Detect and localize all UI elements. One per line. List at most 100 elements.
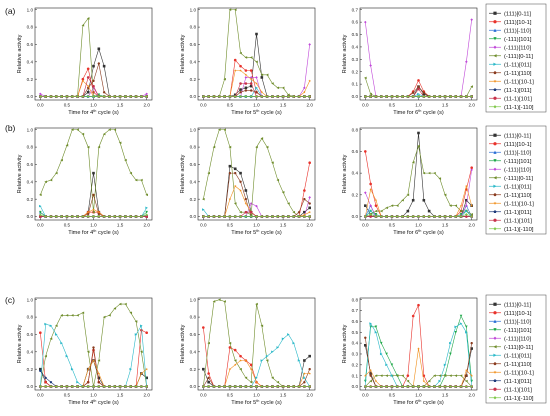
- series-8: [202, 172, 311, 218]
- data-point: [433, 385, 436, 388]
- legend-label: (1-11)[10-1]: [504, 201, 534, 207]
- data-point: [422, 215, 426, 218]
- data-point: [39, 193, 42, 197]
- legend-label: (-111)[110]: [504, 336, 531, 342]
- series-line: [40, 329, 147, 387]
- data-point: [297, 385, 301, 388]
- data-point: [244, 76, 248, 79]
- data-point: [97, 372, 101, 375]
- data-point: [411, 91, 415, 94]
- data-point: [39, 213, 42, 217]
- data-point: [49, 385, 53, 388]
- y-tick-label: 0.6: [27, 162, 34, 167]
- data-point: [244, 95, 248, 98]
- data-point: [108, 385, 111, 388]
- data-point: [390, 204, 394, 207]
- series-2: [364, 150, 473, 218]
- data-point: [113, 307, 117, 310]
- data-point: [70, 314, 74, 317]
- data-point: [140, 178, 143, 182]
- data-point: [217, 385, 221, 388]
- data-point: [411, 95, 415, 98]
- y-tick-label: 0.0: [190, 214, 197, 219]
- legend-marker: [493, 11, 497, 15]
- data-point: [145, 376, 148, 380]
- x-tick-label: 2.0: [143, 393, 150, 398]
- data-point: [459, 314, 463, 318]
- data-point: [81, 79, 85, 82]
- data-point: [292, 341, 296, 345]
- x-tick-label: 1.0: [90, 223, 97, 228]
- legend-item: (111)[-110]: [489, 28, 531, 34]
- data-point: [129, 171, 133, 175]
- data-point: [44, 322, 47, 326]
- data-point: [65, 95, 69, 98]
- legend-marker: [493, 96, 497, 100]
- data-point: [303, 359, 306, 362]
- x-tick-label: 2.0: [468, 393, 475, 398]
- legend-label: (-111)[101]: [504, 328, 532, 334]
- data-point: [271, 350, 274, 354]
- series-12: [39, 385, 148, 388]
- data-point: [303, 198, 306, 201]
- data-point: [395, 374, 399, 377]
- legend-item: (111)[0-11]: [489, 11, 531, 17]
- data-point: [470, 95, 473, 98]
- legend-label: (-111)[0-11]: [504, 345, 533, 351]
- data-point: [395, 385, 399, 388]
- data-point: [260, 137, 264, 140]
- data-point: [287, 385, 290, 388]
- legend-label: (-111)[0-11]: [504, 54, 533, 60]
- legend-item: (111)[0-11]: [489, 133, 531, 139]
- data-point: [255, 82, 258, 85]
- y-tick-label: 0.4: [352, 45, 359, 50]
- data-point: [287, 95, 290, 98]
- data-point: [364, 344, 367, 347]
- data-point: [454, 330, 458, 334]
- data-point: [145, 206, 148, 210]
- legend-marker: [493, 353, 497, 357]
- data-point: [207, 376, 210, 379]
- data-point: [470, 374, 473, 377]
- y-axis-label: Relative activity: [180, 34, 186, 73]
- legend-label: (111)[10-1]: [504, 20, 532, 26]
- data-point: [390, 385, 394, 388]
- data-point: [287, 333, 290, 336]
- series-1: [39, 47, 148, 98]
- x-tick-label: 1.5: [117, 393, 124, 398]
- series-2: [202, 161, 311, 218]
- data-point: [244, 385, 248, 388]
- data-point: [308, 210, 311, 214]
- data-point: [49, 324, 53, 328]
- data-point: [118, 385, 122, 388]
- data-point: [297, 211, 301, 214]
- series-2: [39, 328, 148, 388]
- data-point: [39, 92, 42, 96]
- data-point: [145, 215, 148, 218]
- chart-panel-4: 0.0 0.2 0.4 0.6 0.8 1.0 0.0 0.5 1.0 1.5 2.0 Time fo…: [17, 127, 153, 236]
- data-point: [465, 184, 468, 188]
- data-point: [255, 302, 258, 306]
- data-point: [145, 210, 148, 214]
- legend-item: (111)[-110]: [489, 150, 531, 156]
- data-point: [140, 95, 143, 98]
- data-point: [379, 215, 383, 218]
- chart-panel-8: 0.0 0.2 0.4 0.6 0.8 1.0 0.0 0.5 1.0 1.5 2.0 Time fo…: [180, 297, 316, 406]
- legend-marker: [493, 142, 497, 146]
- data-point: [202, 215, 205, 218]
- data-point: [265, 145, 269, 149]
- data-point: [449, 374, 452, 377]
- x-tick-label: 0.5: [389, 223, 396, 228]
- data-point: [260, 95, 264, 98]
- data-point: [249, 89, 253, 92]
- legend-label: (11-1)[011]: [504, 88, 532, 94]
- data-point: [364, 215, 367, 218]
- series-line: [40, 359, 147, 387]
- y-tick-label: 0.4: [352, 341, 359, 346]
- data-point: [223, 215, 226, 218]
- data-point: [369, 385, 372, 388]
- data-point: [207, 215, 210, 218]
- legend-1: (111)[0-11] (111)[10-1] (111)[-110] (-111)[…: [485, 3, 547, 113]
- x-tick-label: 1.0: [253, 393, 260, 398]
- data-point: [39, 369, 42, 372]
